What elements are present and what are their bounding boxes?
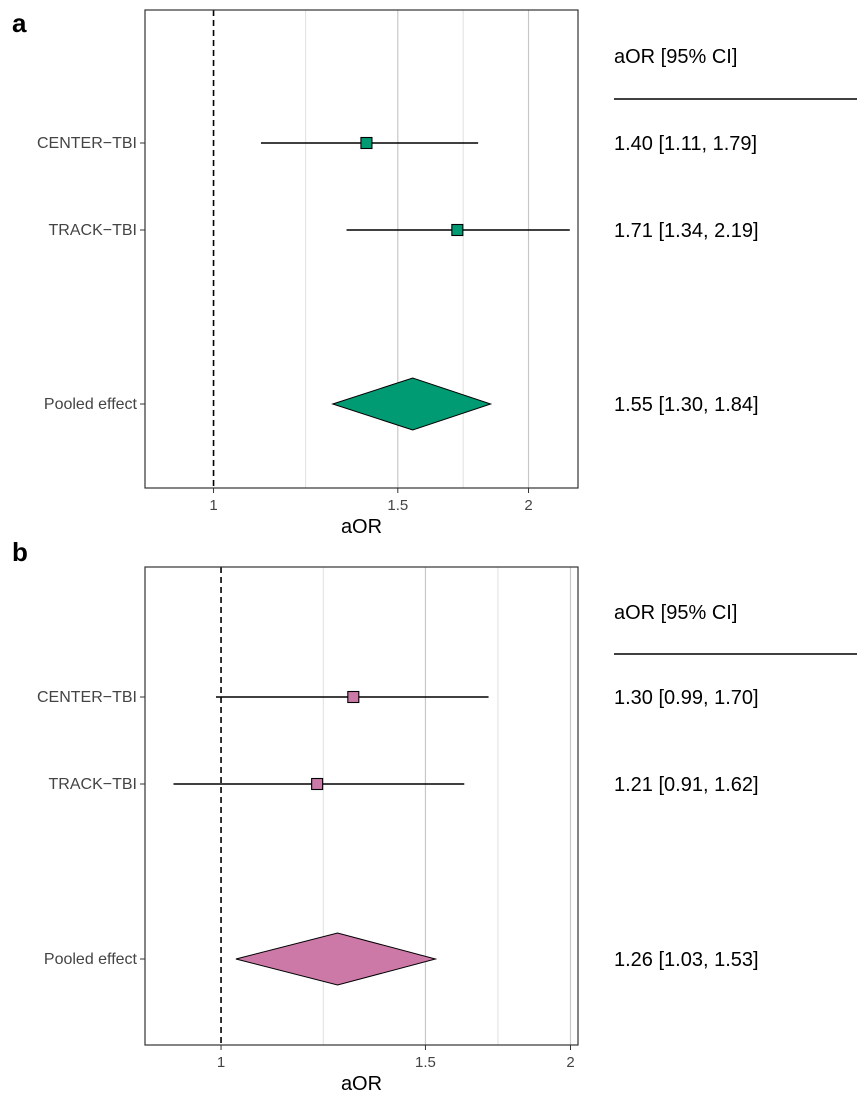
plot-border	[144, 566, 579, 1046]
x-tick-label: 2	[524, 497, 532, 514]
ci-header: aOR [95% CI]	[614, 602, 737, 624]
ci-value: 1.55 [1.30, 1.84]	[614, 394, 759, 416]
point-estimate	[451, 223, 464, 237]
ci-value: 1.30 [0.99, 1.70]	[614, 687, 759, 709]
x-tick-label: 1.5	[415, 1054, 436, 1071]
row-label: TRACK−TBI	[49, 776, 137, 793]
x-tick-label: 1	[209, 497, 217, 514]
ci-value: 1.71 [1.34, 2.19]	[614, 220, 759, 242]
plot-border	[144, 9, 579, 489]
x-tick-label: 1.5	[387, 497, 408, 514]
row-label: CENTER−TBI	[37, 689, 137, 706]
x-axis-title: aOR	[341, 516, 382, 538]
x-tick-label: 1	[217, 1054, 225, 1071]
x-axis-title: aOR	[341, 1073, 382, 1095]
pooled-diamond	[235, 932, 438, 986]
x-tick-label: 2	[566, 1054, 574, 1071]
ci-value: 1.21 [0.91, 1.62]	[614, 774, 759, 796]
ci-value: 1.40 [1.11, 1.79]	[614, 133, 757, 155]
row-label: TRACK−TBI	[49, 222, 137, 239]
row-label: CENTER−TBI	[37, 135, 137, 152]
ci-header: aOR [95% CI]	[614, 46, 737, 68]
point-estimate	[311, 777, 324, 791]
panel-a-letter: a	[12, 8, 27, 38]
forest-plot-b: 1 1.5 2 aOR aOR [95% CI] CENTER−TBI 1.30 [0.99…	[37, 566, 857, 1095]
forest-plot-a: 1 1.5 2 aOR aOR [95% CI] CENTER−TBI 1.40 [1.11…	[37, 9, 857, 538]
row-label: Pooled effect	[44, 396, 138, 413]
point-estimate	[347, 690, 360, 704]
ci-value: 1.26 [1.03, 1.53]	[614, 949, 759, 971]
row-label: Pooled effect	[44, 951, 138, 968]
panel-b-letter: b	[12, 537, 28, 567]
point-estimate	[360, 136, 373, 150]
pooled-diamond	[331, 377, 493, 431]
